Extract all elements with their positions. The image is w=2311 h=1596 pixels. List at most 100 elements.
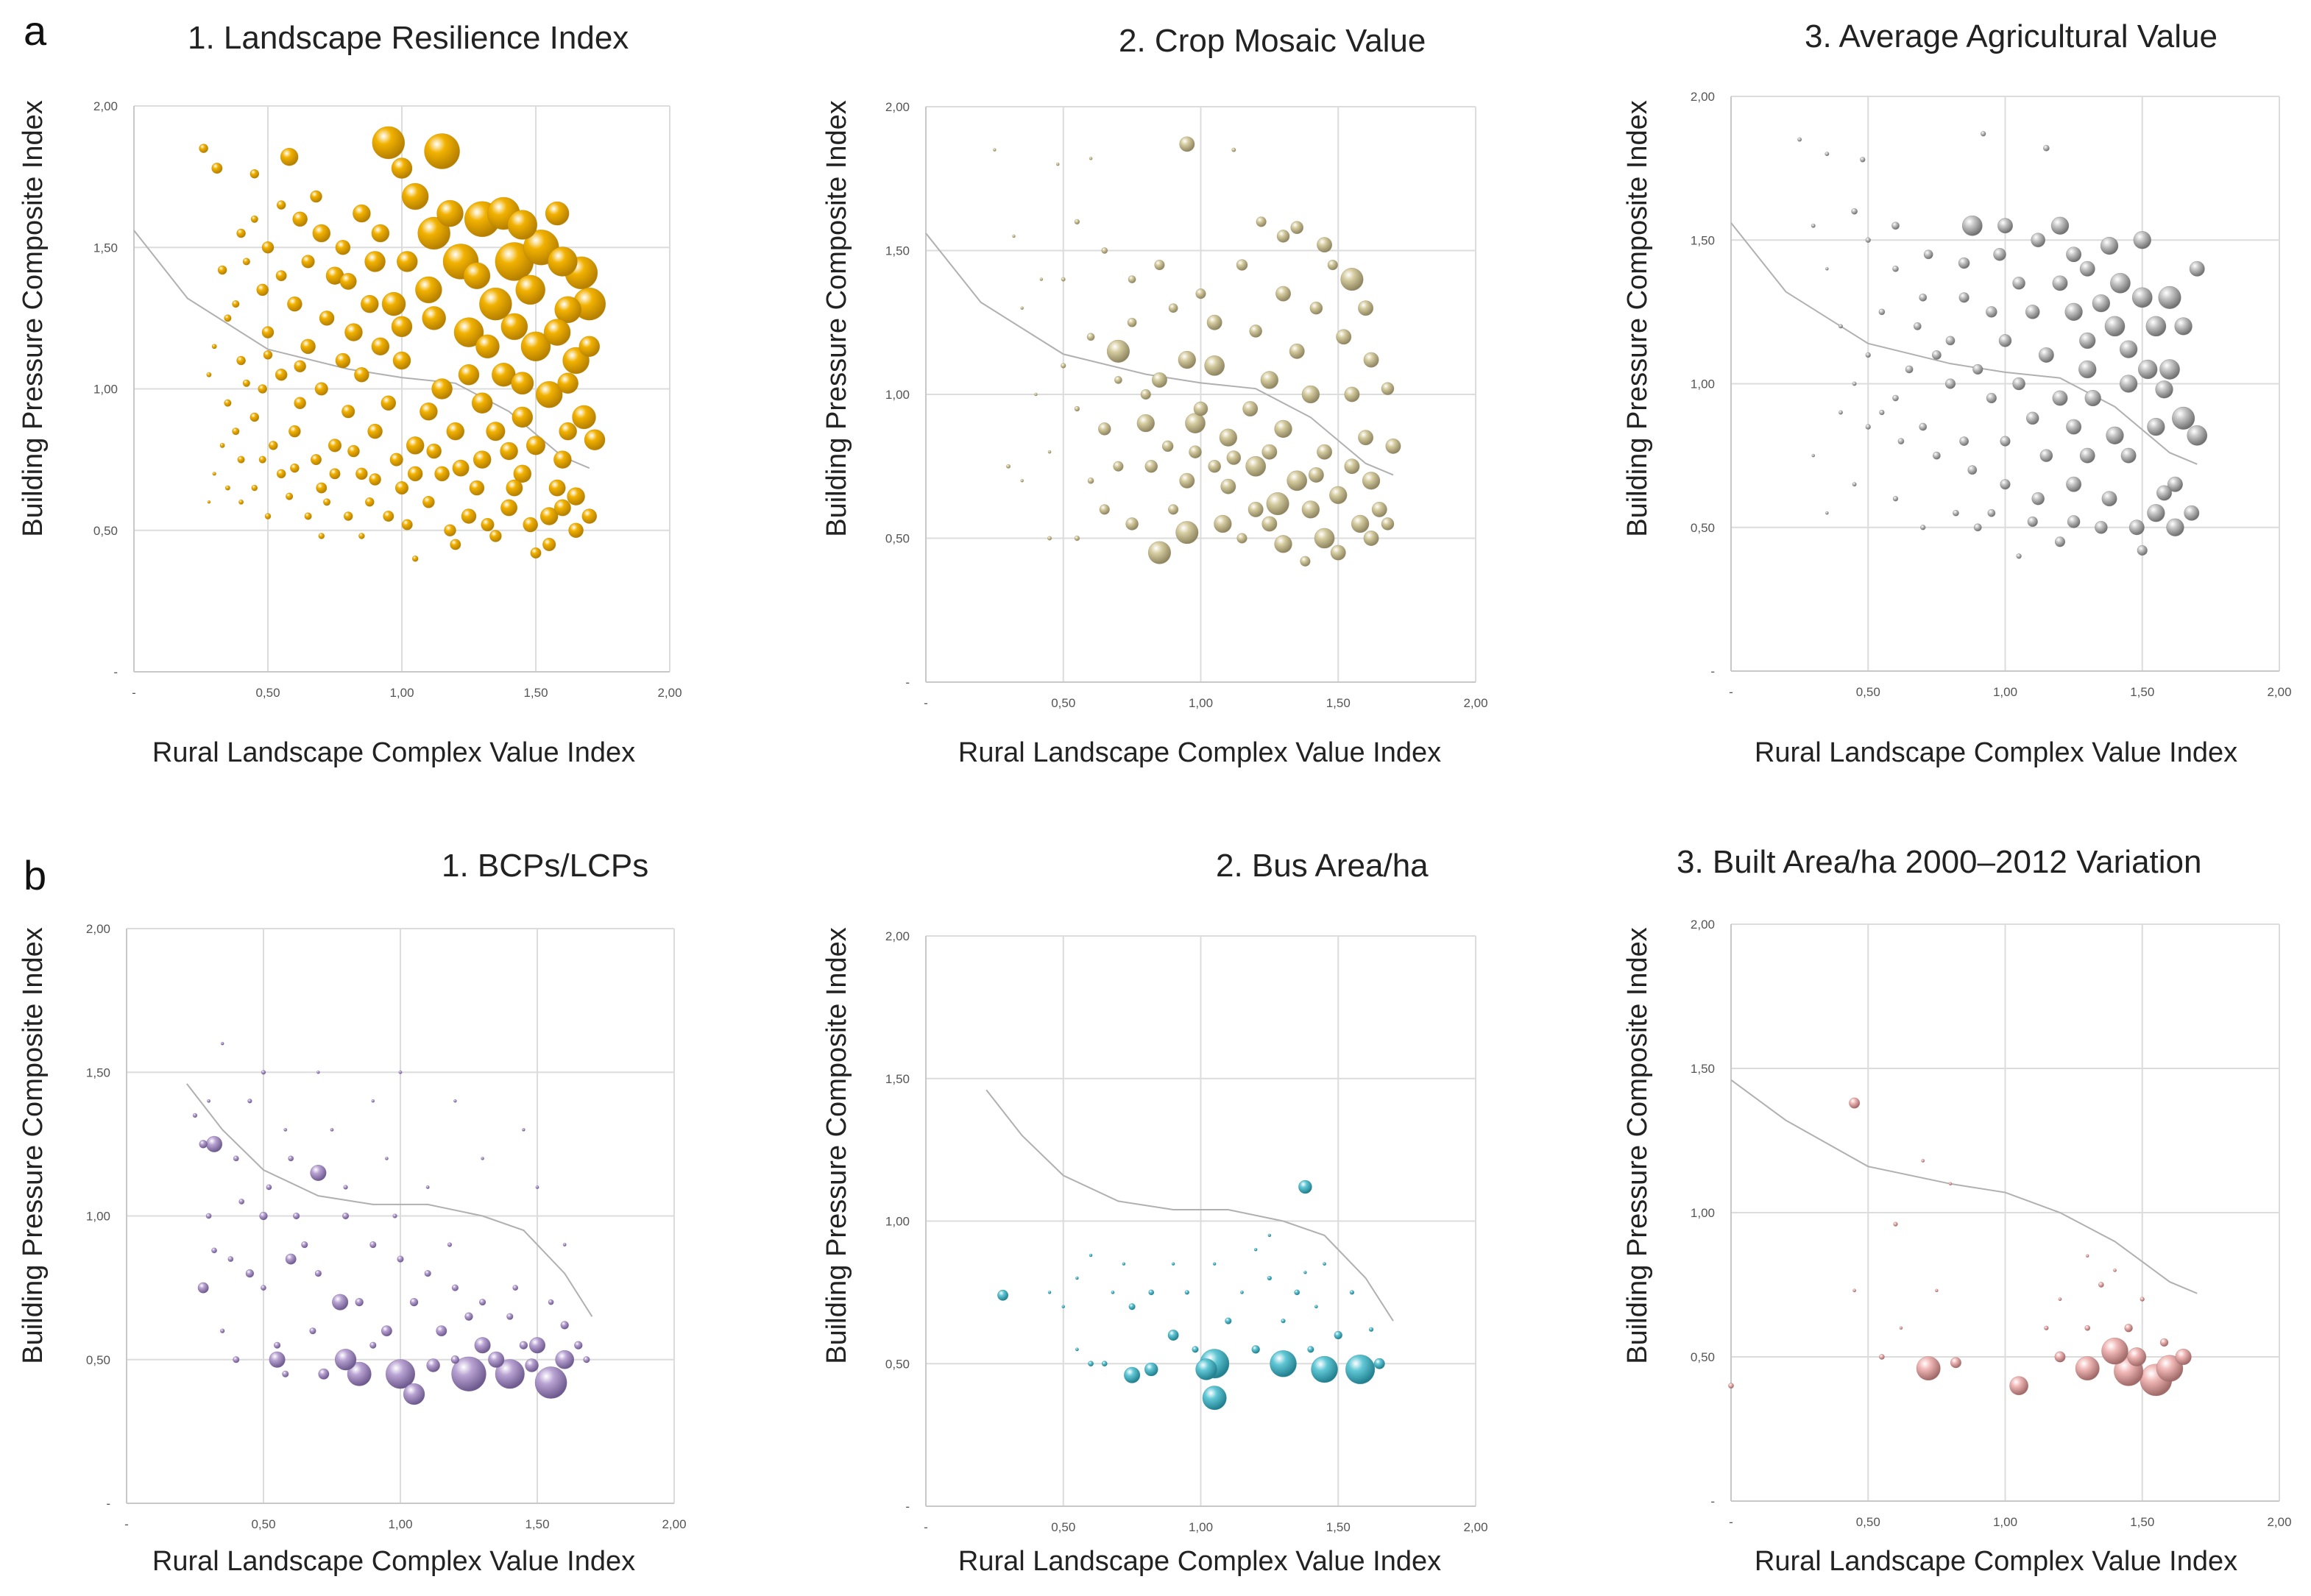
bubble-point (2101, 1337, 2128, 1365)
bubble-point (1144, 1362, 1158, 1377)
bubble-point (1184, 1290, 1190, 1295)
bubble-point (2079, 260, 2095, 277)
bubble-point (1317, 237, 1333, 253)
bubble-point (1728, 1383, 1734, 1389)
bubble-point (1289, 343, 1305, 359)
bubble-point (436, 199, 464, 227)
bubble-point (539, 507, 559, 525)
x-tick-label: 1,50 (525, 1517, 549, 1531)
bubble-point (280, 147, 299, 166)
bubble-point (1061, 277, 1066, 282)
bubble-point (535, 380, 563, 408)
bubble-point (245, 1269, 255, 1278)
y-tick-label: 2,00 (885, 100, 910, 114)
bubble-point (578, 336, 601, 358)
bubble-point (2000, 436, 2011, 447)
x-tick-label: 1,00 (388, 1517, 412, 1531)
y-tick-label: - (1710, 664, 1715, 678)
bubble-point (335, 239, 351, 255)
bubble-point (266, 1184, 272, 1191)
x-axis-label: Rural Landscape Complex Value Index (1754, 1546, 2238, 1577)
bubble-point (256, 283, 269, 297)
bubble-point (224, 399, 232, 407)
bubble-point (238, 499, 244, 505)
bubble-point (2085, 1254, 2089, 1258)
bubble-point (301, 1241, 308, 1249)
bubble-point (446, 422, 465, 441)
bubble-point (1314, 1305, 1318, 1309)
bubble-point (1101, 1361, 1108, 1367)
bubble-point (2159, 1338, 2169, 1347)
panel-label-a: a (24, 7, 47, 54)
bubble-point (557, 372, 578, 394)
bubble-point (224, 485, 230, 491)
bubble-point (391, 316, 413, 338)
chart-title: 3. Average Agricultural Value (1805, 18, 2218, 54)
x-tick-label: 1,50 (523, 686, 548, 700)
bubble-point (1189, 445, 1202, 459)
bubble-point (530, 547, 542, 559)
bubble-point (1178, 350, 1197, 369)
bubble-point (2127, 1347, 2147, 1366)
x-tick-label: - (924, 696, 928, 710)
bubble-point (1226, 450, 1242, 465)
bubble-point (212, 472, 216, 476)
bubble-point (1334, 1330, 1342, 1340)
bubble-point (486, 422, 506, 441)
bubble-point (512, 406, 534, 428)
bubble-point (478, 1299, 486, 1306)
bubble-point (1311, 1355, 1338, 1383)
bubble-point (2084, 1324, 2091, 1331)
bubble-point (473, 450, 492, 469)
bubble-point (364, 251, 386, 272)
bubble-point (1838, 324, 1844, 329)
bubble-point (310, 1164, 327, 1182)
chart-title: 1. BCPs/LCPs (442, 848, 649, 884)
bubble-point (1373, 1358, 1385, 1369)
bubble-point (1270, 1349, 1297, 1377)
x-tick-label: 1,00 (1189, 696, 1213, 710)
bubble-point (401, 182, 429, 210)
bubble-point (381, 1325, 392, 1337)
bubble-point (2066, 419, 2082, 435)
bubble-point (1274, 535, 1292, 553)
x-tick-label: 2,00 (662, 1517, 686, 1531)
trend-line (1730, 222, 2198, 465)
bubble-point (2110, 272, 2131, 294)
bubble-point (1168, 303, 1178, 313)
bubble-point (1368, 1327, 1374, 1332)
bubble-point (1986, 392, 1997, 404)
bubble-point (1236, 259, 1248, 271)
y-tick-label: 1,50 (86, 1065, 110, 1079)
bubble-point (1878, 1354, 1885, 1360)
x-tick-label: 1,00 (1993, 1515, 2017, 1529)
bubble-point (2052, 275, 2068, 291)
bubble-point (422, 495, 435, 508)
bubble-point (458, 363, 480, 386)
bubble-point (1811, 223, 1816, 228)
bubble-point (1878, 308, 1886, 316)
bubble-point (1865, 237, 1871, 243)
bubble-point (2128, 519, 2145, 536)
bubble-point (2075, 1356, 2100, 1381)
x-tick-label: - (1729, 685, 1733, 699)
bubble-point (1931, 350, 1942, 360)
bubble-point (2175, 1348, 2192, 1366)
bubble-point (2145, 316, 2167, 337)
bubble-point (489, 530, 502, 542)
bubble-point (1179, 136, 1195, 152)
bubble-point (1865, 352, 1871, 358)
bubble-point (1358, 430, 1374, 446)
y-tick-label: - (113, 665, 118, 679)
bubble-point (275, 270, 287, 282)
bubble-point (1953, 509, 1959, 517)
bubble-point (436, 1325, 447, 1337)
y-tick-label: 2,00 (1691, 918, 1715, 932)
bubble-point (2016, 553, 2022, 559)
bubble-point (519, 1341, 528, 1349)
bubble-point (525, 436, 546, 455)
bubble-point (310, 190, 322, 203)
bubble-point (1301, 500, 1320, 519)
